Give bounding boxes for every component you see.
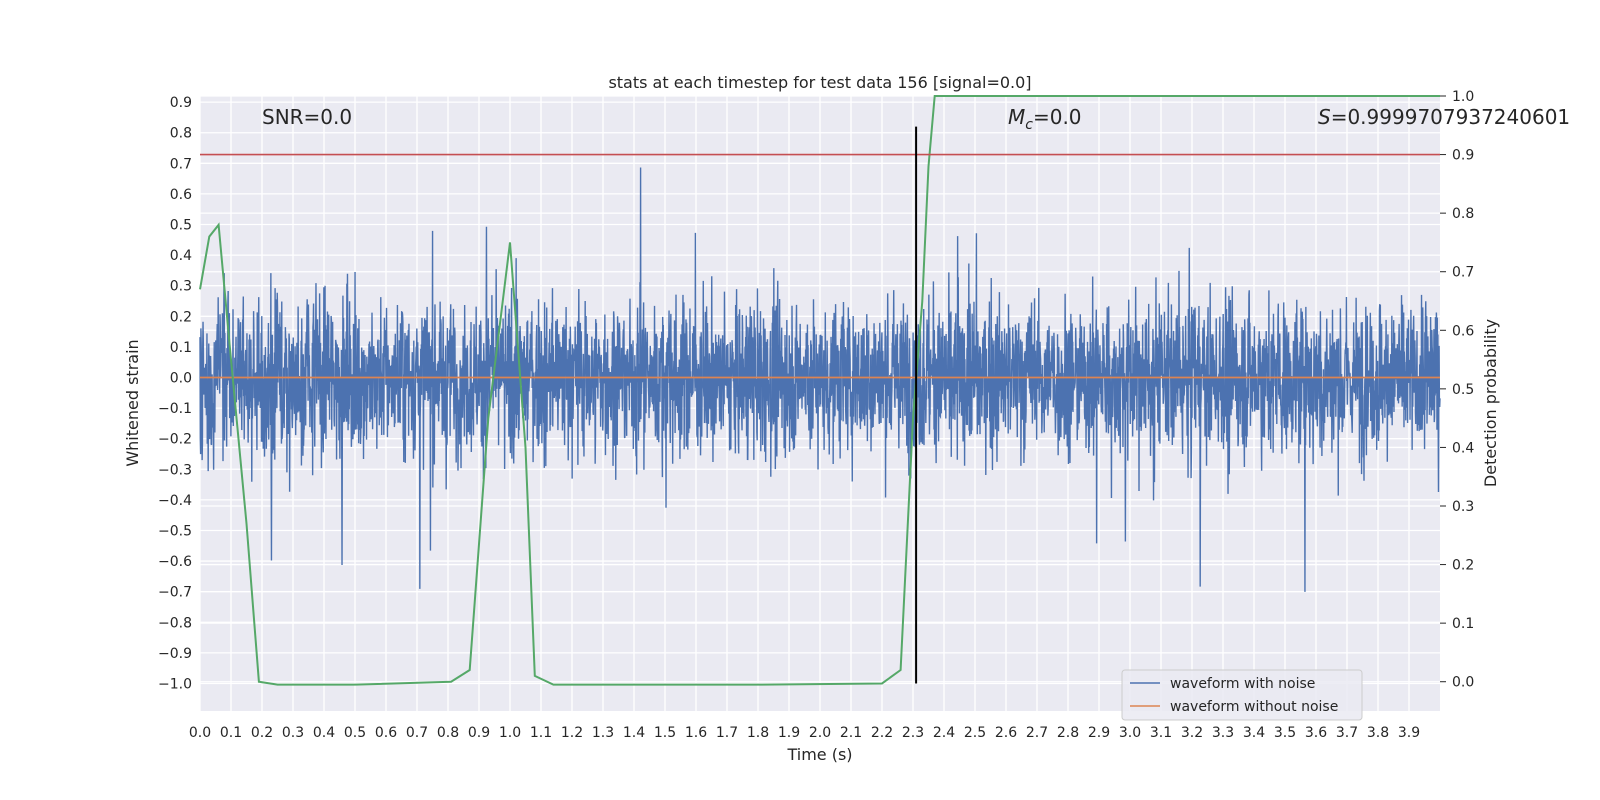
x-tick-label: 2.4 xyxy=(933,725,955,741)
y-tick-label: −0.9 xyxy=(158,646,192,662)
y-tick-label: −1.0 xyxy=(158,676,192,692)
x-tick-label: 1.3 xyxy=(592,725,614,741)
noise-trace xyxy=(199,167,1441,592)
x-tick-label: 3.0 xyxy=(1119,725,1141,741)
chirp-mass-subscript: c xyxy=(1025,117,1033,133)
y-right-tick-label: 0.1 xyxy=(1452,616,1474,632)
x-tick-label: 0.0 xyxy=(189,725,211,741)
x-tick-label: 1.4 xyxy=(623,725,645,741)
y-right-axis-label: Detection probability xyxy=(1481,319,1500,487)
x-tick-label: 1.1 xyxy=(530,725,552,741)
legend: waveform with noise waveform without noi… xyxy=(1121,669,1363,721)
y-right-tick-label: 0.4 xyxy=(1452,440,1474,456)
y-tick-label: −0.2 xyxy=(158,432,192,448)
x-tick-label: 3.5 xyxy=(1274,725,1296,741)
x-tick-label: 3.6 xyxy=(1305,725,1327,741)
y-tick-label: 0.4 xyxy=(170,248,192,264)
y-tick-label: −0.7 xyxy=(158,585,192,601)
chirp-mass-value: =0.0 xyxy=(1033,105,1082,129)
series-waveform-with-noise xyxy=(199,167,1441,592)
x-tick-label: 1.5 xyxy=(654,725,676,741)
y-right-tick-label: 0.3 xyxy=(1452,499,1474,515)
x-tick-label: 2.9 xyxy=(1088,725,1110,741)
series-detection-probability xyxy=(199,95,1440,686)
y-right-tick-label: 0.7 xyxy=(1452,265,1474,281)
y-tick-label: −0.4 xyxy=(158,493,192,509)
grid-lines xyxy=(199,95,1440,711)
y-right-tick-label: 0.2 xyxy=(1452,558,1474,574)
x-tick-label: 0.8 xyxy=(437,725,459,741)
x-tick-label: 2.8 xyxy=(1057,725,1079,741)
x-axis-label: Time (s) xyxy=(786,745,852,764)
y-tick-label: 0.7 xyxy=(170,156,192,172)
chart-title: stats at each timestep for test data 156… xyxy=(608,73,1031,92)
x-tick-label: 0.7 xyxy=(406,725,428,741)
x-tick-label: 1.2 xyxy=(561,725,583,741)
x-tick-label: 2.6 xyxy=(995,725,1017,741)
x-tick-label: 2.0 xyxy=(809,725,831,741)
y-tick-label: 0.5 xyxy=(170,218,192,234)
x-tick-label: 2.2 xyxy=(871,725,893,741)
score-value: =0.9999707937240601 xyxy=(1331,105,1570,129)
y-tick-label: −0.3 xyxy=(158,462,192,478)
y-right-tick-label: 0.8 xyxy=(1452,206,1474,222)
score-symbol: S xyxy=(1318,105,1331,129)
y-right-tick-label: 0.9 xyxy=(1452,148,1474,164)
y-tick-label: 0.1 xyxy=(170,340,192,356)
y-tick-label: −0.6 xyxy=(158,554,192,570)
y-tick-label: 0.3 xyxy=(170,279,192,295)
chirp-mass-annotation: Mc=0.0 xyxy=(1008,105,1082,133)
y-tick-label: 0.9 xyxy=(170,95,192,111)
x-tick-label: 3.2 xyxy=(1181,725,1203,741)
x-axis-ticks: 0.0 0.1 0.2 0.3 0.4 0.5 0.6 0.7 0.8 0.9 1.0 1.1 1.2 1… xyxy=(189,725,1420,741)
y-tick-label: 0.0 xyxy=(170,370,192,386)
x-tick-label: 1.8 xyxy=(747,725,769,741)
legend-label-waveform-without-noise: waveform without noise xyxy=(1170,699,1338,715)
x-tick-label: 0.3 xyxy=(282,725,304,741)
score-annotation: S=0.9999707937240601 xyxy=(1318,105,1570,129)
y-tick-label: −0.1 xyxy=(158,401,192,417)
x-tick-label: 2.3 xyxy=(902,725,924,741)
probability-trace xyxy=(199,95,1440,686)
x-tick-label: 0.4 xyxy=(313,725,335,741)
y-right-tick-label: 1.0 xyxy=(1452,89,1474,105)
x-tick-label: 3.1 xyxy=(1150,725,1172,741)
y-axis-ticks: 0.9 0.8 0.7 0.6 0.5 0.4 0.3 0.2 0.1 0.0 −0.1 −0.2 −0… xyxy=(158,95,192,692)
x-tick-label: 3.9 xyxy=(1398,725,1420,741)
y-right-tick-label: 0.5 xyxy=(1452,382,1474,398)
y-right-axis-ticks: 1.0 0.9 0.8 0.7 0.6 0.5 0.4 0.3 0.2 0.1 0.0 xyxy=(1440,89,1474,691)
snr-annotation: SNR=0.0 xyxy=(262,105,352,129)
x-tick-label: 3.3 xyxy=(1212,725,1234,741)
y-axis-label: Whitened strain xyxy=(123,339,142,466)
x-tick-label: 2.5 xyxy=(964,725,986,741)
x-tick-label: 1.7 xyxy=(716,725,738,741)
x-tick-label: 0.1 xyxy=(220,725,242,741)
chirp-mass-symbol: M xyxy=(1008,105,1025,129)
y-right-tick-label: 0.0 xyxy=(1452,675,1474,691)
legend-box xyxy=(1121,669,1363,721)
y-tick-label: 0.8 xyxy=(170,126,192,142)
y-right-tick-label: 0.6 xyxy=(1452,323,1474,339)
x-tick-label: 0.9 xyxy=(468,725,490,741)
y-tick-label: −0.8 xyxy=(158,615,192,631)
x-tick-label: 1.6 xyxy=(685,725,707,741)
x-tick-label: 0.5 xyxy=(344,725,366,741)
x-tick-label: 1.0 xyxy=(499,725,521,741)
x-tick-label: 0.2 xyxy=(251,725,273,741)
x-tick-label: 3.4 xyxy=(1243,725,1265,741)
x-tick-label: 2.1 xyxy=(840,725,862,741)
x-tick-label: 1.9 xyxy=(778,725,800,741)
legend-label-waveform-with-noise: waveform with noise xyxy=(1170,676,1315,692)
y-tick-label: 0.2 xyxy=(170,309,192,325)
x-tick-label: 3.8 xyxy=(1367,725,1389,741)
x-tick-label: 2.7 xyxy=(1026,725,1048,741)
x-tick-label: 3.7 xyxy=(1336,725,1358,741)
y-tick-label: −0.5 xyxy=(158,523,192,539)
y-tick-label: 0.6 xyxy=(170,187,192,203)
x-tick-label: 0.6 xyxy=(375,725,397,741)
